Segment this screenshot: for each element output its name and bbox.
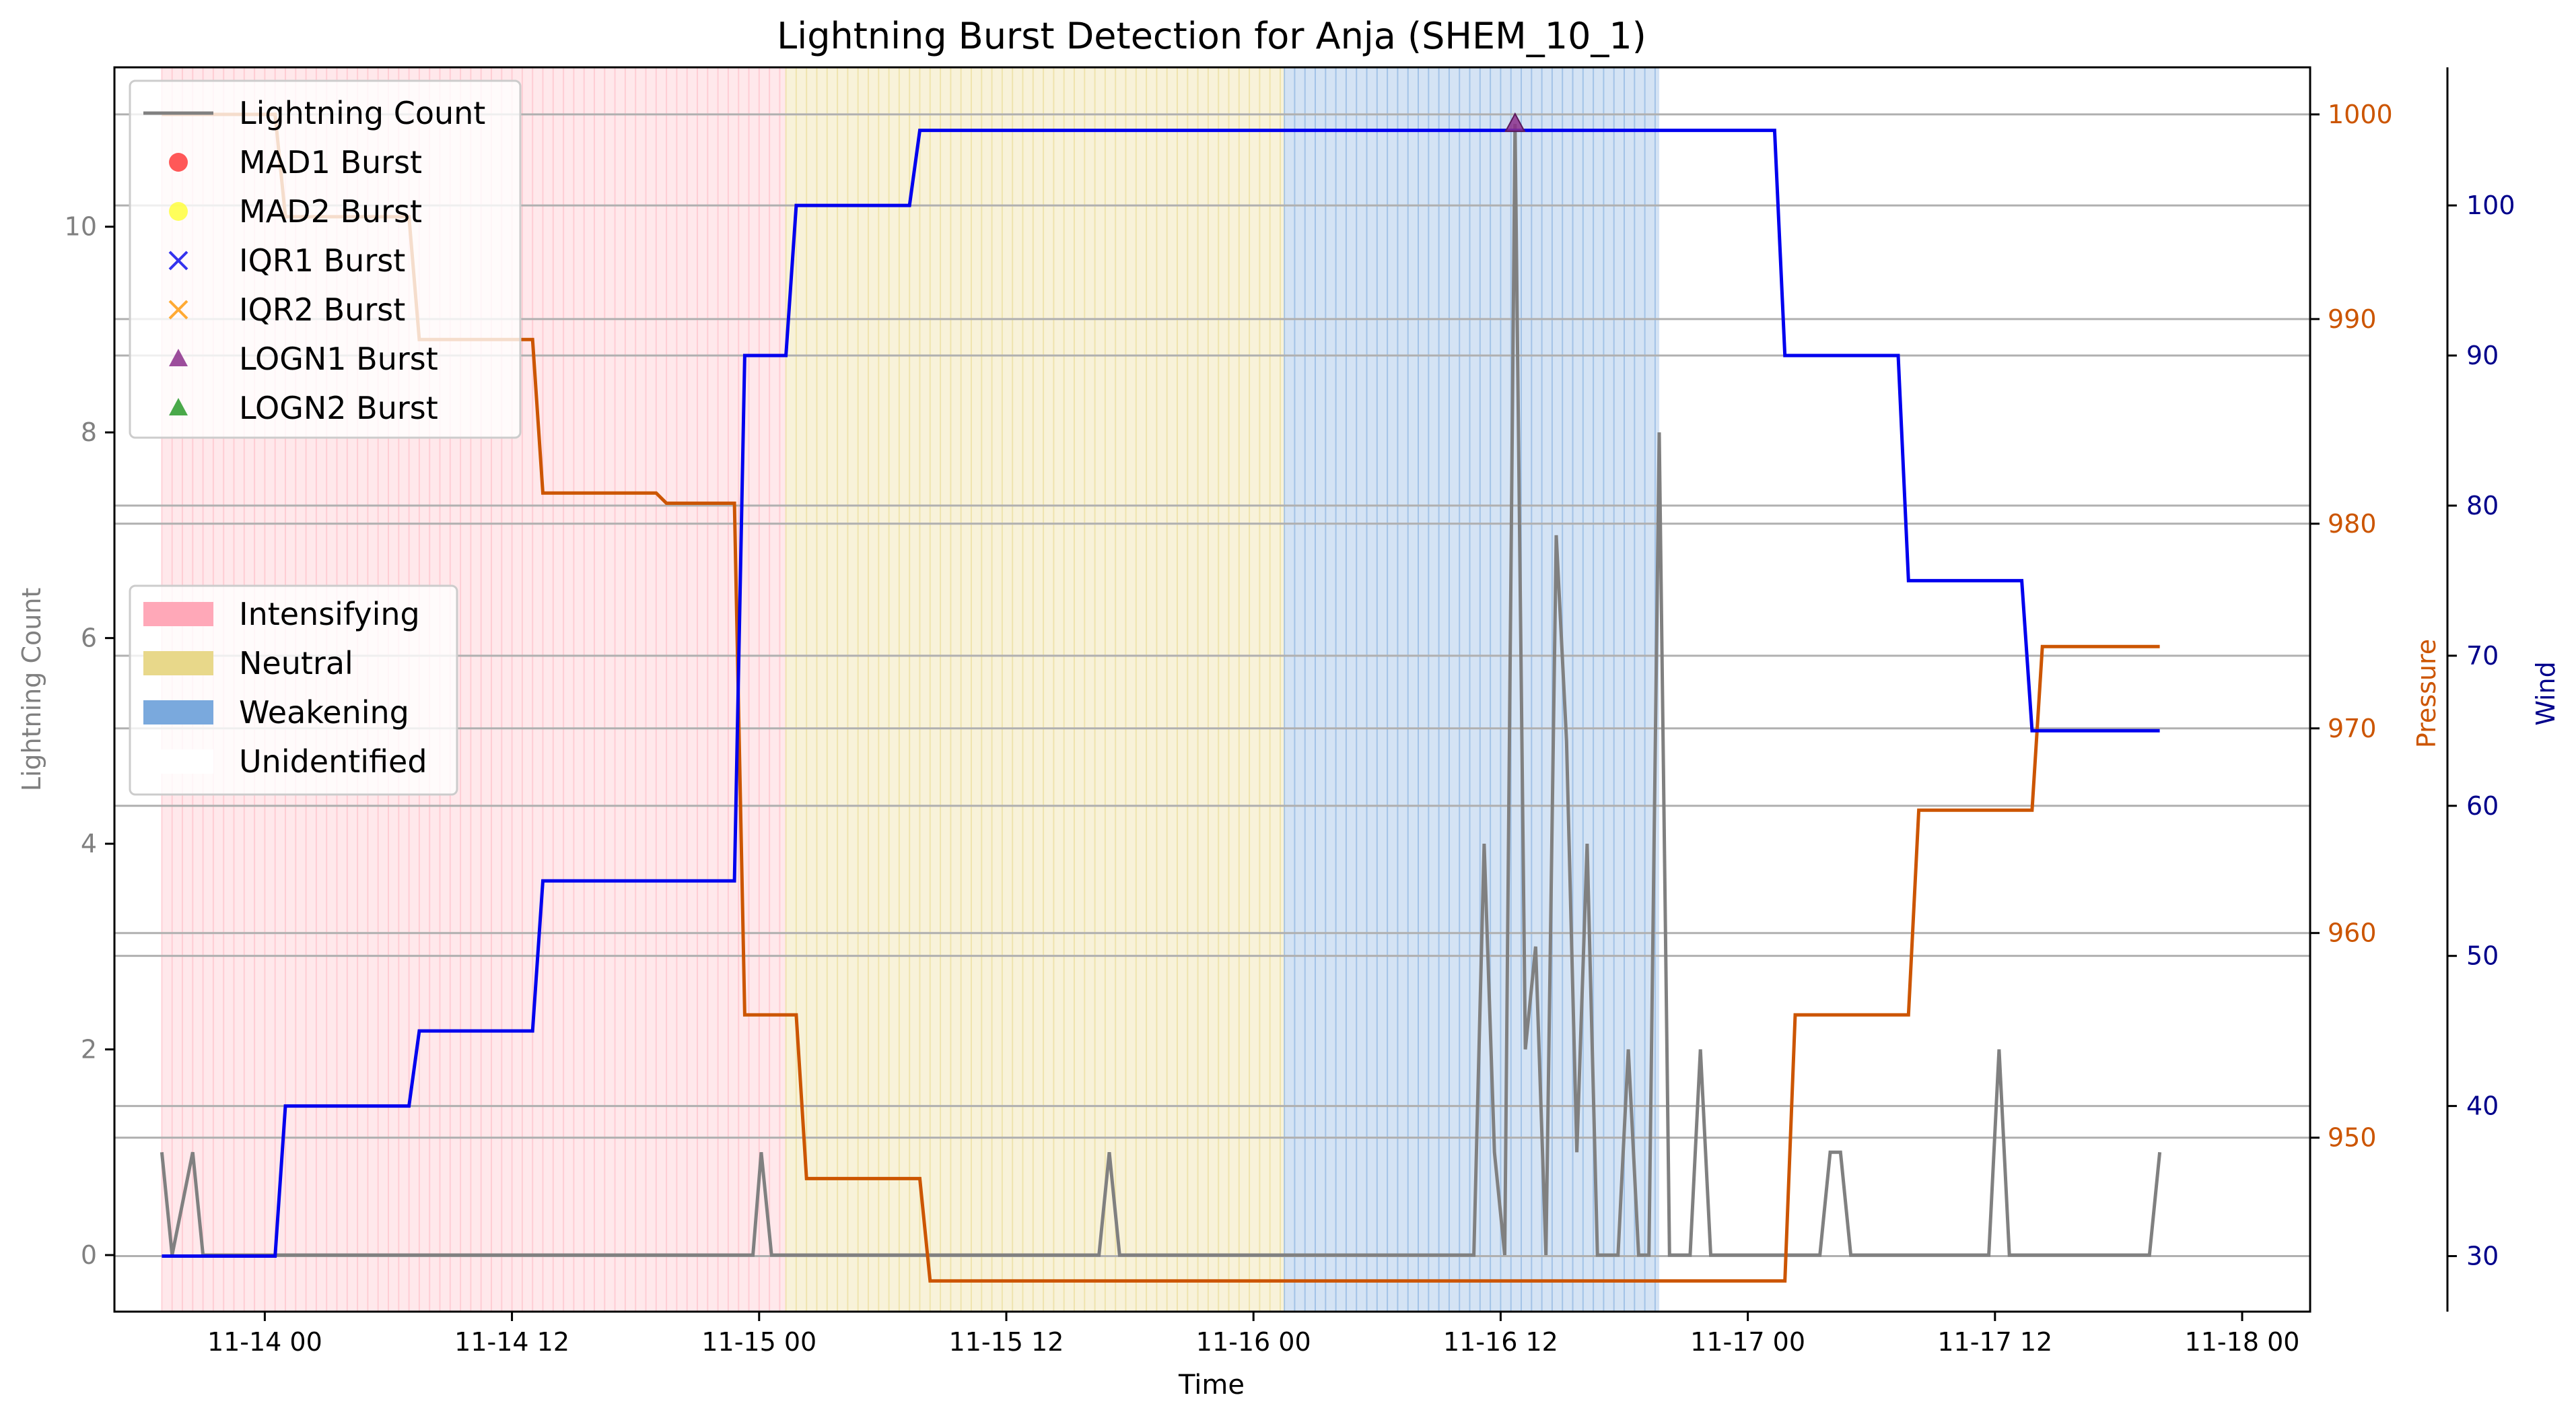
- y-left-tick-label: 10: [65, 212, 97, 242]
- y-left-tick-label: 0: [81, 1240, 97, 1270]
- series-lightning-count: [160, 123, 2162, 1257]
- x-tick-label: 11-14 12: [454, 1327, 569, 1357]
- phase-band-neutral: [786, 67, 1285, 1312]
- y-pressure-tick-label: 950: [2328, 1123, 2377, 1153]
- x-tick-label: 11-15 12: [949, 1327, 1064, 1357]
- legend-label: IQR2 Burst: [239, 292, 405, 328]
- y-axis-wind: 30 40 50 60 70 80 90 100: [2447, 191, 2515, 1271]
- x-tick-label: 11-14 00: [207, 1327, 322, 1357]
- y-left-tick-label: 8: [81, 417, 97, 447]
- plot-frame: [113, 66, 2311, 1313]
- legend-label: Lightning Count: [239, 95, 485, 131]
- legend-label: Unidentified: [239, 743, 427, 780]
- legend-label: LOGN2 Burst: [239, 390, 438, 426]
- x-tick-label: 11-15 00: [701, 1327, 816, 1357]
- legend-label: Neutral: [239, 645, 353, 681]
- y-wind-tick-label: 90: [2466, 341, 2499, 370]
- y-pressure-tick-label: 970: [2328, 714, 2377, 743]
- burst-marker-logn1: [1504, 112, 1526, 132]
- legend-label: Weakening: [239, 694, 409, 731]
- legend-label: MAD2 Burst: [239, 193, 422, 230]
- y-axis-pressure-label: Pressure: [2412, 639, 2441, 748]
- y-wind-tick-label: 50: [2466, 941, 2499, 971]
- y-left-tick-label: 2: [81, 1035, 97, 1065]
- legend-swatch: [143, 749, 213, 774]
- legend-swatch: [143, 700, 213, 724]
- x-tick-label: 11-17 12: [1937, 1327, 2052, 1357]
- phase-band-weakening: [1284, 67, 1660, 1312]
- x-tick-label: 11-16 00: [1196, 1327, 1311, 1357]
- y-wind-tick-label: 100: [2466, 191, 2515, 220]
- x-axis-label: Time: [1178, 1370, 1245, 1401]
- y-wind-tick-label: 70: [2466, 641, 2499, 671]
- legend-label: MAD1 Burst: [239, 144, 422, 180]
- legend-triangle-icon: [169, 349, 188, 366]
- legend-label: LOGN1 Burst: [239, 341, 438, 377]
- y-left-tick-label: 4: [81, 829, 97, 858]
- burst-markers: [1504, 112, 1526, 132]
- legend-bursts: Lightning Count MAD1 Burst MAD2 Burst IQR1 …: [129, 79, 522, 439]
- y-wind-tick-label: 60: [2466, 791, 2499, 821]
- legend-label: Intensifying: [239, 596, 420, 632]
- x-tick-label: 11-16 12: [1443, 1327, 1558, 1357]
- y-pressure-tick-label: 980: [2328, 509, 2377, 539]
- chart-title: Lightning Burst Detection for Anja (SHEM…: [777, 15, 1646, 57]
- y-axis-left-label: Lightning Count: [17, 588, 46, 792]
- y-wind-tick-label: 80: [2466, 491, 2499, 520]
- y-wind-tick-label: 40: [2466, 1091, 2499, 1121]
- y-wind-tick-label: 30: [2466, 1242, 2499, 1271]
- y-pressure-tick-label: 990: [2328, 304, 2377, 334]
- legend-circle-icon: [169, 202, 188, 221]
- legend-phases: Intensifying Neutral Weakening Unidentified: [129, 584, 458, 796]
- x-tick-label: 11-18 00: [2185, 1327, 2300, 1357]
- y-pressure-tick-label: 1000: [2328, 100, 2393, 129]
- y-axis-pressure: 950 960 970 980 990 1000: [2310, 100, 2393, 1153]
- y-axis-lightning: 0 2 4 6 8 10: [65, 212, 114, 1270]
- legend-x-icon: [168, 250, 188, 271]
- legend-phases-box: [129, 584, 458, 796]
- legend-triangle-icon: [169, 398, 188, 415]
- legend-x-icon: [168, 300, 188, 320]
- y-left-tick-label: 6: [81, 623, 97, 653]
- y-axis-wind-label: Wind: [2531, 661, 2561, 726]
- series-wind: [162, 129, 2160, 1258]
- legend-bursts-box: [129, 79, 522, 439]
- legend-swatch: [143, 651, 213, 675]
- x-tick-label: 11-17 00: [1690, 1327, 1805, 1357]
- y-pressure-tick-label: 960: [2328, 918, 2377, 948]
- x-axis: 11-14 00 11-14 12 11-15 00 11-15 12 11-16 00…: [207, 1312, 2299, 1357]
- legend-circle-icon: [169, 153, 188, 172]
- legend-swatch: [143, 602, 213, 626]
- legend-label: IQR1 Burst: [239, 242, 405, 279]
